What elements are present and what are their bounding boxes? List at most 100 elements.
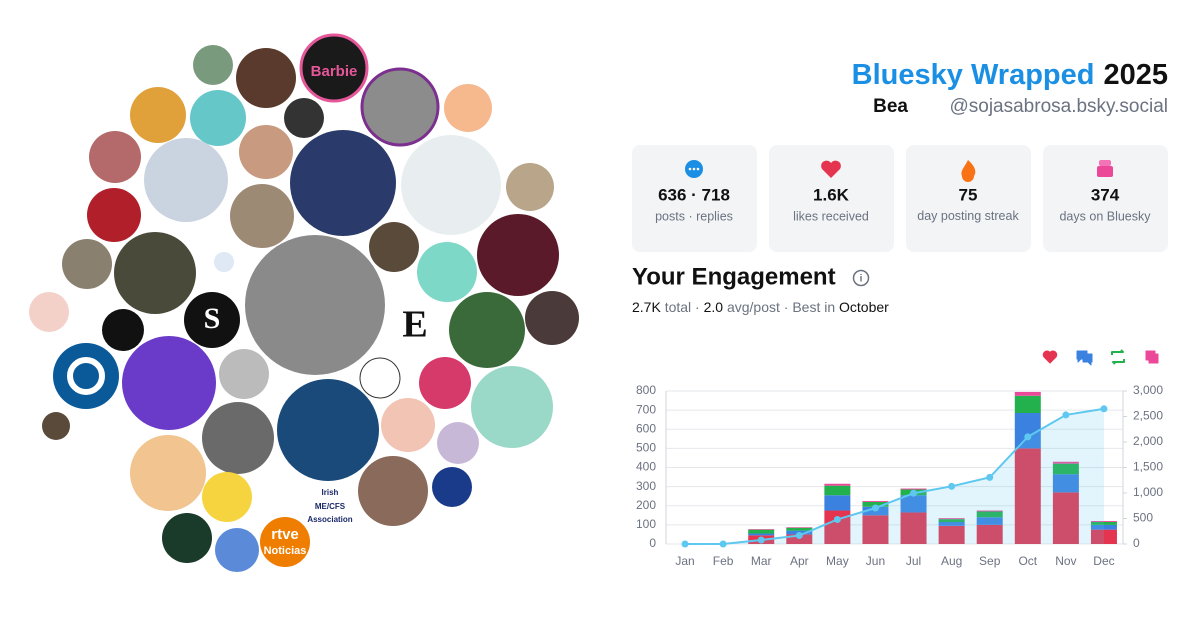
y2-tick-label: 1,000: [1133, 485, 1163, 499]
summary-part: total ·: [661, 299, 704, 315]
avatar-text: Noticias: [264, 545, 307, 557]
bar-segment: [748, 529, 775, 530]
y2-tick-label: 2,500: [1133, 409, 1163, 423]
bar-segment: [938, 519, 965, 523]
stat-label: posts · replies: [655, 209, 733, 223]
bar-segment: [862, 515, 889, 544]
user-name: Bea: [873, 96, 908, 117]
info-icon[interactable]: [852, 269, 870, 287]
avatar-text: ME/CFS: [315, 502, 346, 511]
stat-label: days on Bluesky: [1059, 209, 1151, 223]
stat-value: 374: [1091, 185, 1120, 204]
y-tick-label: 700: [636, 402, 656, 416]
bar-segment: [1090, 524, 1117, 530]
bar-segment: [862, 501, 889, 507]
y-tick-label: 500: [636, 441, 656, 455]
avatar-text: Irish: [322, 488, 339, 497]
engagement-chart: 0 100 200 300 400 500 600 700 800 0 500 1,000 1,500 2…: [636, 349, 1163, 568]
handle: @sojasabrosa.bsky.social: [949, 96, 1168, 117]
bar-segment: [1090, 521, 1117, 523]
legend-icon[interactable]: [1111, 349, 1125, 365]
stat-label: likes received: [793, 209, 869, 223]
cumulative-point: [719, 540, 727, 548]
x-tick-label: Jun: [866, 554, 885, 568]
cumulative-point: [1062, 411, 1070, 419]
y-tick-label: 300: [636, 479, 656, 493]
summary: 2.7K total · 2.0 avg/post · Best in Octo…: [632, 299, 889, 315]
y2-tick-label: 1,500: [1133, 460, 1163, 474]
bar-segment: [976, 511, 1003, 518]
legend-icon[interactable]: [1145, 350, 1159, 364]
avatar-text: Barbie: [311, 63, 358, 80]
bar-segment: [1090, 529, 1117, 544]
bar-segment: [1052, 461, 1079, 464]
cumulative-point: [910, 489, 918, 497]
bar-segment: [786, 527, 813, 528]
x-tick-label: Jul: [906, 554, 921, 568]
bar-segment: [748, 529, 775, 534]
cumulative-point: [986, 473, 994, 481]
avatar-cloud: Barbie S E rtve Noticias Irish ME/CFS As…: [29, 33, 579, 573]
section-title: Your Engagement: [632, 263, 836, 290]
bar-segment: [976, 517, 1003, 525]
bar-segment: [1014, 391, 1041, 396]
y-tick-label: 400: [636, 460, 656, 474]
y2-tick-label: 500: [1133, 511, 1153, 525]
y-tick-label: 800: [636, 383, 656, 397]
cumulative-point: [795, 532, 803, 540]
avatar-text: S: [204, 302, 221, 335]
y2-tick-label: 3,000: [1133, 383, 1163, 397]
y2-tick-label: 2,000: [1133, 434, 1163, 448]
bar-segment: [976, 510, 1003, 512]
y2-tick-label: 0: [1133, 536, 1140, 550]
x-tick-label: Mar: [751, 554, 772, 568]
bar-segment: [786, 534, 813, 544]
cumulative-line: [685, 407, 1105, 545]
cumulative-point: [681, 540, 689, 548]
legend-icon[interactable]: [1076, 350, 1093, 366]
bar-segment: [824, 485, 851, 496]
bar-segment: [1014, 395, 1041, 413]
bar-segment: [938, 522, 965, 526]
y-tick-label: 600: [636, 421, 656, 435]
stats: 636 · 718 posts · replies 1.6K likes rec…: [632, 145, 1168, 252]
bar-segment: [1052, 463, 1079, 475]
bar-segment: [786, 527, 813, 531]
x-tick-label: Feb: [713, 554, 734, 568]
cumulative-point: [1100, 405, 1108, 413]
avatar-text: Association: [307, 515, 352, 524]
bar-segment: [824, 495, 851, 511]
cumulative-point: [1024, 433, 1032, 441]
x-tick-label: May: [826, 554, 849, 568]
title: Bluesky Wrapped 2025: [852, 59, 1168, 91]
summary-part: avg/post · Best in: [723, 299, 839, 315]
cumulative-point: [948, 482, 956, 490]
bar-segment: [900, 512, 927, 544]
bar-segment: [1014, 448, 1041, 544]
bar-segment: [862, 500, 889, 502]
x-tick-label: Jan: [675, 554, 694, 568]
x-tick-label: Aug: [941, 554, 962, 568]
bar-segment: [748, 533, 775, 536]
y-tick-label: 200: [636, 498, 656, 512]
bar-segment: [938, 518, 965, 520]
bar-segment: [1014, 412, 1041, 449]
summary-part: 2.7K: [632, 299, 661, 315]
stat-label: day posting streak: [917, 209, 1019, 223]
info-glyph: i: [860, 274, 863, 285]
x-tick-label: Sep: [979, 554, 1001, 568]
y-tick-label: 0: [649, 536, 656, 550]
legend-icon[interactable]: [1042, 350, 1058, 364]
bar-segment: [900, 495, 927, 513]
bar-segment: [900, 488, 927, 490]
stat-value: 636 · 718: [658, 185, 730, 204]
x-tick-label: Oct: [1018, 554, 1037, 568]
x-tick-label: Apr: [790, 554, 809, 568]
cumulative-area: [685, 408, 1104, 544]
bar-segment: [938, 525, 965, 544]
summary-part: 2.0: [704, 299, 724, 315]
summary-part: October: [839, 299, 889, 315]
stat-label-box: day posting streak: [917, 209, 1019, 223]
